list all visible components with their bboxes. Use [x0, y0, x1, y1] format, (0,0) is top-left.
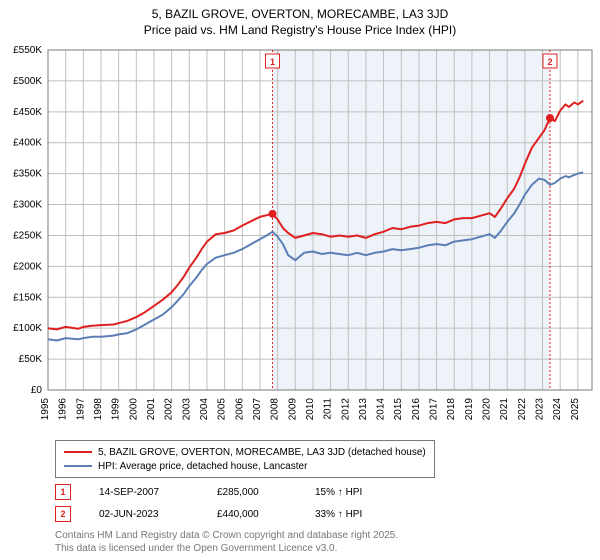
license-line1: Contains HM Land Registry data © Crown c…	[55, 530, 398, 541]
svg-text:2012: 2012	[340, 398, 351, 421]
svg-text:2018: 2018	[446, 398, 457, 421]
sale-row-1: 1 14-SEP-2007 £285,000 15% ↑ HPI	[55, 484, 362, 500]
legend-swatch-property	[64, 447, 92, 457]
sale-date-2: 02-JUN-2023	[99, 509, 189, 520]
svg-text:2000: 2000	[128, 398, 139, 421]
svg-text:£0: £0	[31, 385, 43, 396]
svg-text:1997: 1997	[75, 398, 86, 421]
sale-marker-2-icon: 2	[55, 506, 71, 522]
svg-text:2006: 2006	[234, 398, 245, 421]
legend-row-hpi: HPI: Average price, detached house, Lanc…	[64, 459, 426, 473]
legend-row-property: 5, BAZIL GROVE, OVERTON, MORECAMBE, LA3 …	[64, 445, 426, 459]
svg-text:£50K: £50K	[19, 354, 43, 365]
svg-text:2013: 2013	[358, 398, 369, 421]
sale-delta-1: 15% ↑ HPI	[315, 487, 362, 498]
sale-marker-1-icon: 1	[55, 484, 71, 500]
svg-text:2: 2	[547, 57, 552, 67]
svg-text:2001: 2001	[146, 398, 157, 421]
svg-text:£150K: £150K	[13, 292, 42, 303]
svg-text:2007: 2007	[252, 398, 263, 421]
sale-row-2: 2 02-JUN-2023 £440,000 33% ↑ HPI	[55, 506, 362, 522]
svg-text:2015: 2015	[393, 398, 404, 421]
legend-swatch-hpi	[64, 461, 92, 471]
title-line2: Price paid vs. HM Land Registry's House …	[144, 23, 456, 37]
svg-text:1: 1	[270, 57, 275, 67]
svg-text:£200K: £200K	[13, 261, 42, 272]
svg-text:2025: 2025	[570, 398, 581, 421]
svg-text:2008: 2008	[270, 398, 281, 421]
svg-text:£300K: £300K	[13, 200, 42, 211]
legend-label-hpi: HPI: Average price, detached house, Lanc…	[98, 461, 307, 472]
sale-date-1: 14-SEP-2007	[99, 487, 189, 498]
svg-text:1996: 1996	[58, 398, 69, 421]
title-line1: 5, BAZIL GROVE, OVERTON, MORECAMBE, LA3 …	[152, 7, 449, 21]
svg-text:2021: 2021	[499, 398, 510, 421]
chart-svg: £0 £50K £100K £150K £200K £250K £300K £350K £400…	[0, 42, 600, 432]
svg-text:2009: 2009	[287, 398, 298, 421]
svg-text:2010: 2010	[305, 398, 316, 421]
svg-text:£100K: £100K	[13, 323, 42, 334]
svg-text:£350K: £350K	[13, 169, 42, 180]
svg-text:2005: 2005	[217, 398, 228, 421]
svg-text:£400K: £400K	[13, 138, 42, 149]
chart-title: 5, BAZIL GROVE, OVERTON, MORECAMBE, LA3 …	[0, 0, 600, 38]
legend: 5, BAZIL GROVE, OVERTON, MORECAMBE, LA3 …	[55, 440, 435, 478]
svg-text:2024: 2024	[552, 398, 563, 421]
svg-text:2017: 2017	[429, 398, 440, 421]
legend-label-property: 5, BAZIL GROVE, OVERTON, MORECAMBE, LA3 …	[98, 447, 426, 458]
svg-text:2002: 2002	[164, 398, 175, 421]
svg-text:2014: 2014	[376, 398, 387, 421]
svg-text:2016: 2016	[411, 398, 422, 421]
svg-text:2019: 2019	[464, 398, 475, 421]
sale-price-1: £285,000	[217, 487, 287, 498]
svg-text:2020: 2020	[482, 398, 493, 421]
svg-text:2011: 2011	[323, 398, 334, 420]
svg-text:1998: 1998	[93, 398, 104, 421]
svg-text:2023: 2023	[535, 398, 546, 421]
svg-text:2003: 2003	[181, 398, 192, 421]
svg-text:£250K: £250K	[13, 230, 42, 241]
svg-text:2004: 2004	[199, 398, 210, 421]
svg-text:2022: 2022	[517, 398, 528, 421]
sale-price-2: £440,000	[217, 509, 287, 520]
chart-area: £0 £50K £100K £150K £200K £250K £300K £350K £400…	[0, 42, 600, 432]
svg-text:£450K: £450K	[13, 107, 42, 118]
svg-text:1999: 1999	[111, 398, 122, 421]
svg-text:£550K: £550K	[13, 45, 42, 56]
license-line2: This data is licensed under the Open Gov…	[55, 543, 337, 554]
license-text: Contains HM Land Registry data © Crown c…	[55, 530, 398, 555]
sale-delta-2: 33% ↑ HPI	[315, 509, 362, 520]
svg-text:1995: 1995	[40, 398, 51, 421]
svg-text:£500K: £500K	[13, 76, 42, 87]
